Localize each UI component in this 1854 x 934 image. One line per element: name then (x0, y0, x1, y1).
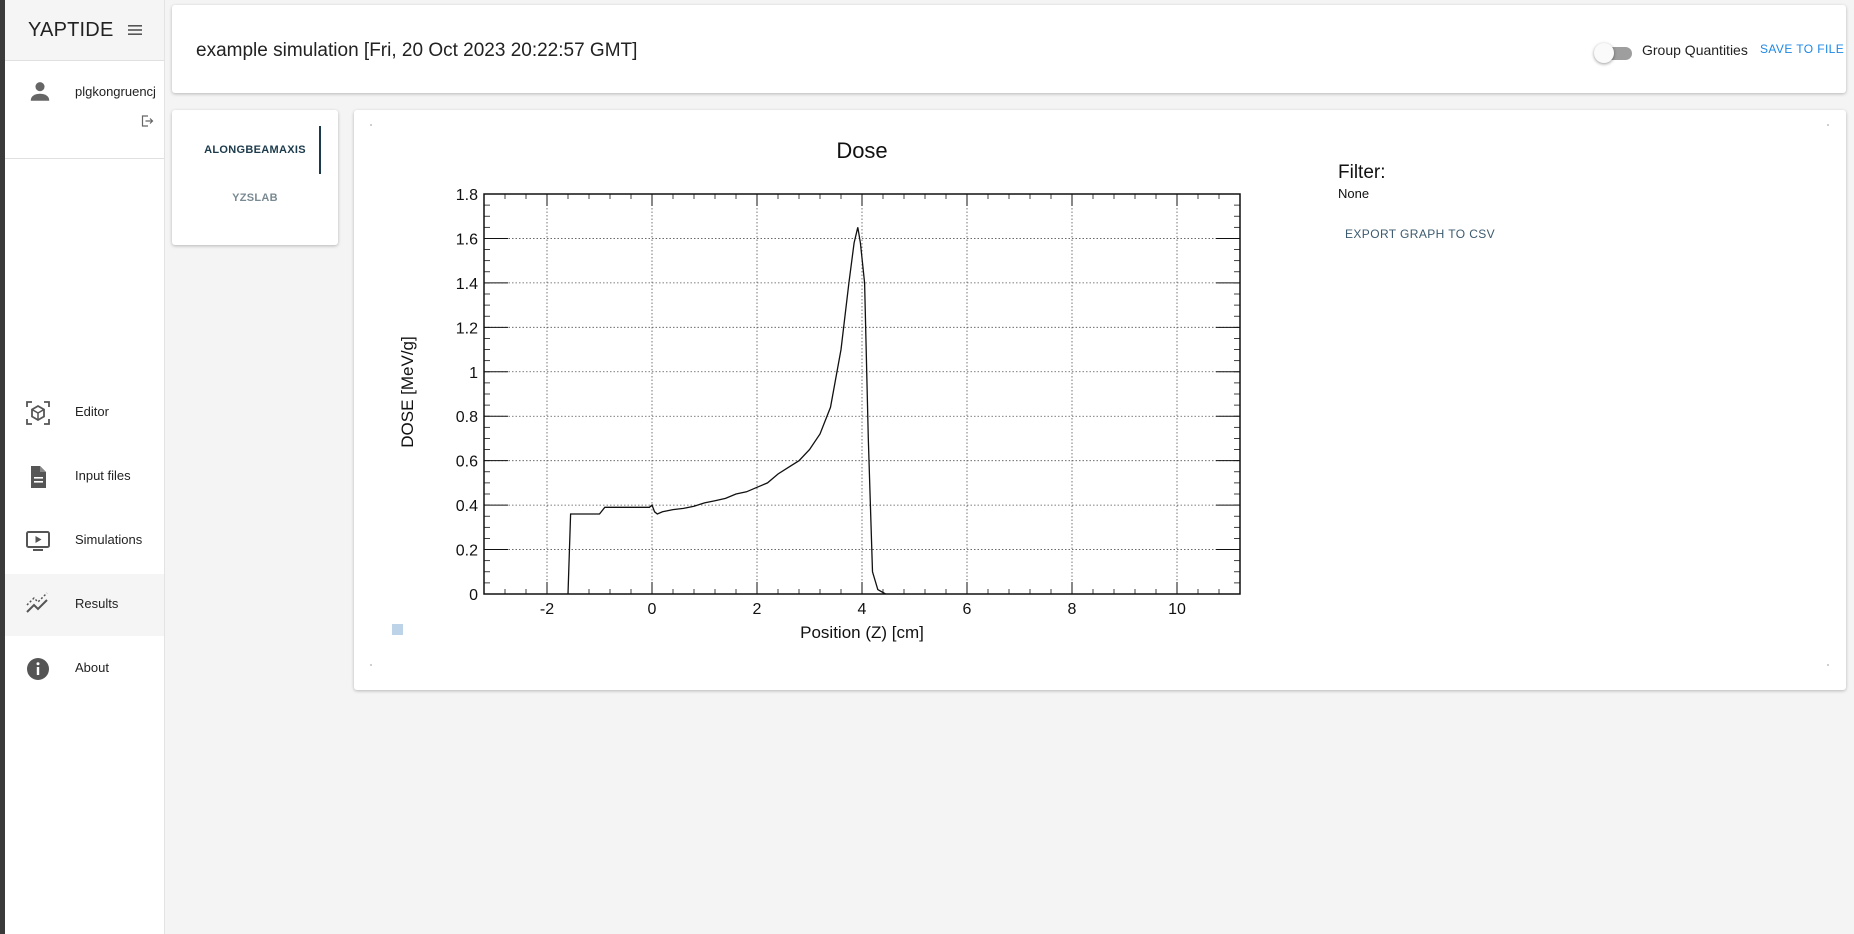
logout-icon[interactable] (140, 114, 154, 128)
editor-cube-icon (26, 401, 50, 425)
toggle-thumb (1594, 43, 1614, 63)
panel-corner (1827, 124, 1829, 126)
sidebar-item-label: Results (75, 596, 119, 611)
sidebar-item-editor[interactable]: Editor (5, 382, 164, 444)
group-quantities-label: Group Quantities (1642, 42, 1748, 58)
chart-series (567, 227, 886, 595)
detector-tabs: ALONGBEAMAXIS YZSLAB (172, 110, 338, 245)
info-icon (27, 658, 49, 680)
y-tick-label: 0.8 (456, 409, 478, 426)
active-tab-indicator (319, 126, 321, 174)
sidebar-item-label: About (75, 660, 109, 675)
sidebar-header: YAPTIDE (5, 0, 164, 61)
sidebar-item-label: Input files (75, 468, 131, 483)
file-icon (31, 466, 46, 488)
play-monitor-icon (26, 531, 50, 551)
export-graph-button[interactable]: EXPORT GRAPH TO CSV (1345, 227, 1496, 241)
y-tick-label: 1 (469, 365, 478, 382)
x-axis-label: Position (Z) [cm] (800, 623, 924, 642)
y-tick-label: 0.2 (456, 543, 478, 560)
x-tick-label: 4 (858, 601, 867, 618)
chart-tick-labels: -2 0 2 4 6 8 10 0 0.2 0.4 0.6 0.8 1 1.2 1.4 1.6 1.8 (456, 187, 1186, 618)
chart-frame (483, 193, 1241, 595)
x-tick-label: 6 (963, 601, 972, 618)
brand-logo-text: YAPTIDE (28, 19, 114, 41)
sidebar-item-input-files[interactable]: Input files (5, 446, 164, 508)
sidebar-item-about[interactable]: About (5, 638, 164, 700)
username: plgkongruencj (75, 84, 156, 99)
results-panel: Dose Position (Z) [cm] DOSE [MeV/g] -2 0 2… (354, 110, 1846, 690)
panel-corner (370, 664, 372, 666)
panel-corner (370, 124, 372, 126)
sidebar: YAPTIDE plgkongruencj Editor (5, 0, 165, 934)
menu-icon[interactable] (126, 21, 144, 39)
y-axis-label: DOSE [MeV/g] (398, 336, 417, 447)
y-tick-label: 0.4 (456, 498, 478, 515)
y-tick-label: 0.6 (456, 454, 478, 471)
y-tick-label: 1.8 (456, 187, 478, 204)
dose-series-line (567, 227, 886, 595)
tab-alongbeamaxis[interactable]: ALONGBEAMAXIS (204, 144, 306, 156)
sidebar-item-label: Simulations (75, 532, 143, 547)
person-icon (30, 82, 50, 101)
x-tick-label: 10 (1168, 601, 1186, 618)
filter-value: None (1338, 186, 1370, 201)
results-chart-icon (26, 592, 48, 613)
chart-title: Dose (836, 138, 887, 163)
save-to-file-button[interactable]: SAVE TO FILE (1760, 42, 1845, 56)
sidebar-item-results[interactable]: Results (5, 574, 164, 636)
x-tick-label: 8 (1068, 601, 1077, 618)
y-tick-label: 1.4 (456, 276, 478, 293)
tab-yzslab[interactable]: YZSLAB (232, 192, 278, 204)
window-edge (0, 0, 5, 934)
x-tick-label: 0 (648, 601, 657, 618)
filter-title: Filter: (1338, 162, 1386, 183)
y-tick-label: 0 (469, 587, 478, 604)
y-tick-label: 1.6 (456, 231, 478, 248)
group-quantities-toggle[interactable] (1594, 42, 1632, 64)
dose-chart[interactable]: Dose Position (Z) [cm] DOSE [MeV/g] -2 0 2… (354, 110, 1274, 670)
x-tick-label: -2 (540, 601, 554, 618)
y-tick-label: 1.2 (456, 320, 478, 337)
sidebar-item-simulations[interactable]: Simulations (5, 510, 164, 572)
user-panel: plgkongruencj (5, 60, 164, 159)
panel-corner (1827, 664, 1829, 666)
sidebar-item-label: Editor (75, 404, 109, 419)
x-tick-label: 2 (753, 601, 762, 618)
page-title: example simulation [Fri, 20 Oct 2023 20:… (196, 40, 638, 61)
legend-swatch[interactable] (392, 624, 403, 635)
results-header: example simulation [Fri, 20 Oct 2023 20:… (172, 5, 1846, 93)
